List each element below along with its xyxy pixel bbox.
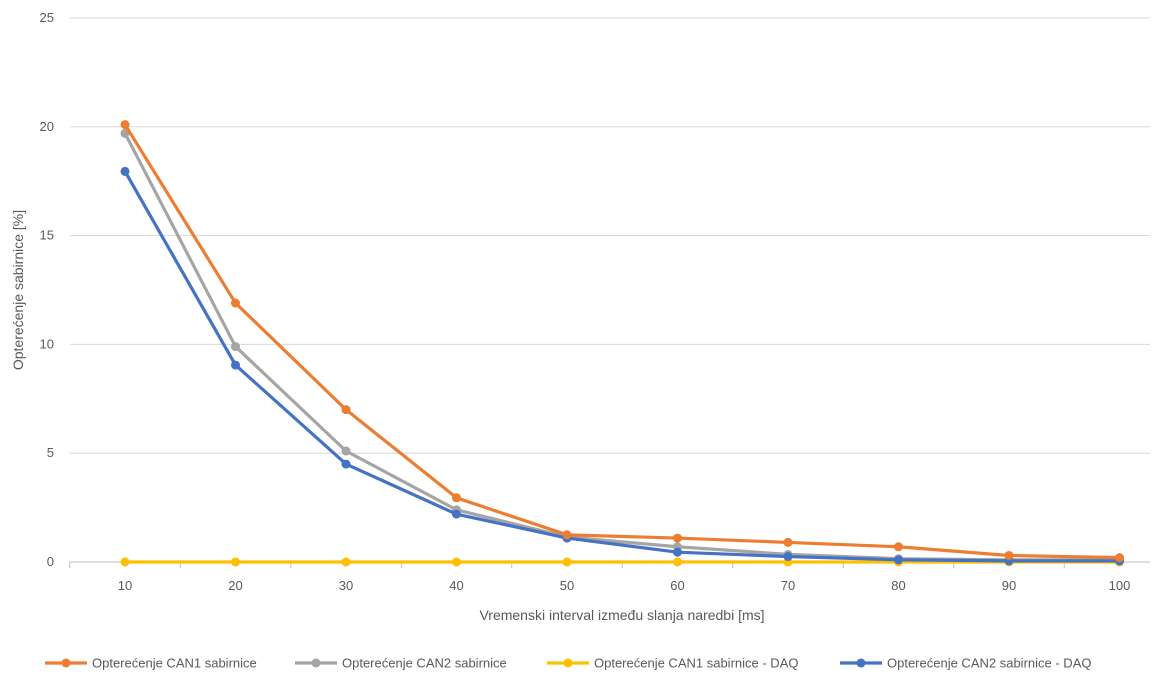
x-tick-label: 90 <box>1002 578 1016 593</box>
x-tick-label: 100 <box>1109 578 1131 593</box>
data-point <box>1004 550 1014 560</box>
series-line <box>123 123 1122 560</box>
x-tick-label: 50 <box>560 578 574 593</box>
y-tick-label: 10 <box>40 336 54 351</box>
data-point <box>783 537 793 547</box>
legend-item: Opterećenje CAN2 sabirnice - DAQ <box>840 656 1091 671</box>
data-point <box>673 557 682 567</box>
x-tick-label: 20 <box>228 578 242 593</box>
legend-swatch-marker <box>61 658 71 668</box>
y-tick-label: 0 <box>47 554 54 569</box>
x-tick-label: 40 <box>449 578 463 593</box>
legend-item: Opterećenje CAN2 sabirnice <box>295 656 507 671</box>
series-2 <box>120 128 1124 565</box>
x-tick-label: 80 <box>891 578 905 593</box>
data-point <box>452 509 461 519</box>
series-line <box>123 131 1122 562</box>
data-point <box>231 360 240 370</box>
data-point <box>231 342 240 352</box>
data-point <box>452 557 461 567</box>
legend-label: Opterećenje CAN1 sabirnice - DAQ <box>594 656 798 671</box>
data-point <box>120 557 130 567</box>
legend-item: Opterećenje CAN1 sabirnice <box>45 656 257 671</box>
series-1 <box>120 120 1124 563</box>
legend-swatch-marker <box>311 658 321 668</box>
data-point <box>673 533 682 543</box>
legend-item: Opterećenje CAN1 sabirnice - DAQ <box>547 656 798 671</box>
legend: Opterećenje CAN1 sabirnice Opterećenje CA… <box>45 656 1091 671</box>
data-point <box>341 446 351 456</box>
y-tick-label: 5 <box>47 445 54 460</box>
data-point <box>1115 553 1124 563</box>
data-point <box>341 459 351 469</box>
data-point <box>452 493 461 503</box>
gridlines <box>70 17 1150 563</box>
x-tick-label: 60 <box>670 578 684 593</box>
data-point <box>894 542 903 552</box>
y-axis-title: Opterećenje sabirnice [%] <box>10 210 26 370</box>
legend-label: Opterećenje CAN2 sabirnice - DAQ <box>887 656 1091 671</box>
data-point <box>673 547 682 557</box>
data-point <box>562 530 572 540</box>
data-point <box>894 555 903 565</box>
data-point <box>341 405 351 415</box>
data-point <box>341 557 351 567</box>
x-tick-label: 30 <box>339 578 353 593</box>
data-point <box>120 120 130 130</box>
y-axis: 0 5 10 15 20 25 <box>40 10 54 569</box>
legend-swatch-marker <box>563 658 573 668</box>
x-axis-title: Vremenski interval između slanja naredbi… <box>479 607 764 623</box>
y-tick-label: 25 <box>40 10 54 25</box>
legend-swatch-marker <box>856 658 866 668</box>
x-tick-label: 10 <box>118 578 132 593</box>
legend-label: Opterećenje CAN2 sabirnice <box>342 656 507 671</box>
y-tick-label: 15 <box>40 228 54 243</box>
y-tick-label: 20 <box>40 119 54 134</box>
legend-label: Opterećenje CAN1 sabirnice <box>92 656 257 671</box>
data-point <box>231 298 240 308</box>
series-4 <box>120 166 1124 566</box>
data-point <box>562 557 572 567</box>
data-point <box>120 166 130 176</box>
series-line <box>123 169 1122 563</box>
series-lines <box>120 120 1124 567</box>
x-axis: 10 20 30 40 50 60 70 80 90 100 <box>69 562 1131 593</box>
x-tick-label: 70 <box>781 578 795 593</box>
data-point <box>783 552 793 562</box>
data-point <box>231 557 240 567</box>
